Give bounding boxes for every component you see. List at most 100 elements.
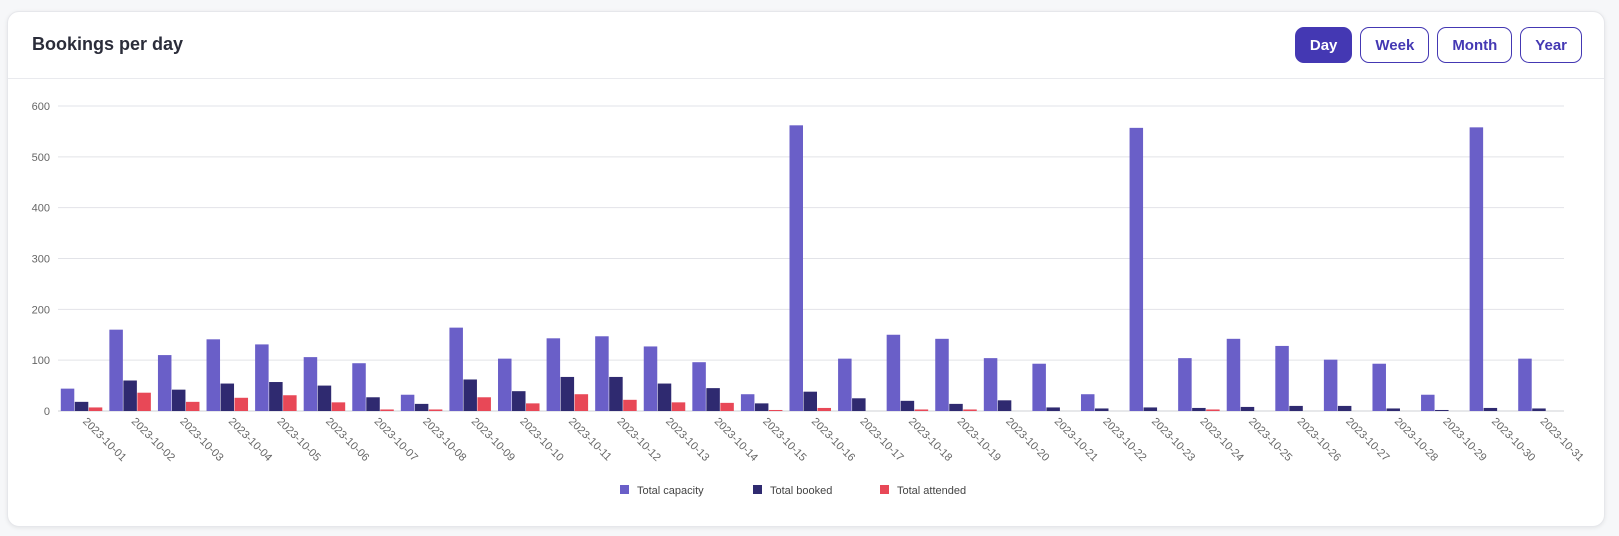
bar-attended[interactable] bbox=[234, 397, 249, 411]
bar-capacity[interactable] bbox=[1421, 394, 1435, 411]
bar-capacity[interactable] bbox=[1372, 363, 1386, 411]
bar-booked[interactable] bbox=[949, 403, 963, 411]
bar-capacity[interactable] bbox=[1323, 359, 1338, 411]
bar-capacity[interactable] bbox=[595, 336, 609, 411]
bar-attended[interactable] bbox=[137, 392, 151, 411]
x-tick-label: 2023-10-26 bbox=[1295, 416, 1343, 464]
y-tick-label: 500 bbox=[32, 152, 50, 164]
bar-booked[interactable] bbox=[1143, 407, 1158, 411]
bar-capacity[interactable] bbox=[449, 327, 463, 411]
bar-attended[interactable] bbox=[380, 409, 394, 411]
x-tick-label: 2023-10-29 bbox=[1440, 416, 1488, 464]
legend-label-capacity[interactable]: Total capacity bbox=[637, 485, 704, 497]
bar-booked[interactable] bbox=[512, 391, 526, 411]
y-tick-label: 600 bbox=[32, 101, 50, 113]
range-day-button[interactable]: Day bbox=[1294, 27, 1353, 63]
bar-booked[interactable] bbox=[317, 385, 332, 411]
bar-capacity[interactable] bbox=[1518, 358, 1532, 411]
x-tick-label: 2023-10-12 bbox=[615, 416, 663, 464]
bar-booked[interactable] bbox=[463, 379, 477, 411]
bar-attended[interactable] bbox=[963, 409, 977, 411]
bar-attended[interactable] bbox=[88, 407, 103, 411]
bar-capacity[interactable] bbox=[789, 125, 804, 412]
bar-booked[interactable] bbox=[269, 382, 283, 411]
legend-label-booked[interactable]: Total booked bbox=[770, 485, 832, 497]
bar-capacity[interactable] bbox=[886, 334, 901, 411]
x-tick-label: 2023-10-08 bbox=[420, 416, 468, 464]
bar-capacity[interactable] bbox=[838, 358, 852, 411]
bar-attended[interactable] bbox=[283, 395, 297, 411]
bar-capacity[interactable] bbox=[303, 357, 318, 411]
bar-booked[interactable] bbox=[1192, 407, 1206, 411]
bar-attended[interactable] bbox=[428, 409, 443, 411]
bar-capacity[interactable] bbox=[1178, 358, 1192, 411]
bar-booked[interactable] bbox=[366, 397, 380, 411]
bar-booked[interactable] bbox=[706, 388, 720, 411]
bar-capacity[interactable] bbox=[157, 355, 172, 411]
bar-capacity[interactable] bbox=[400, 394, 415, 411]
bar-booked[interactable] bbox=[560, 376, 575, 411]
x-tick-label: 2023-10-15 bbox=[760, 416, 808, 464]
bar-capacity[interactable] bbox=[109, 329, 123, 411]
bar-capacity[interactable] bbox=[60, 388, 75, 411]
bar-attended[interactable] bbox=[477, 397, 491, 411]
range-month-button[interactable]: Month bbox=[1437, 27, 1513, 63]
bar-booked[interactable] bbox=[1435, 409, 1449, 411]
bar-booked[interactable] bbox=[220, 383, 235, 411]
bar-attended[interactable] bbox=[768, 409, 783, 411]
bar-attended[interactable] bbox=[1206, 409, 1220, 411]
bar-capacity[interactable] bbox=[983, 358, 998, 411]
bar-booked[interactable] bbox=[74, 401, 89, 411]
range-week-button[interactable]: Week bbox=[1360, 27, 1430, 63]
bar-attended[interactable] bbox=[526, 403, 540, 411]
bar-capacity[interactable] bbox=[255, 344, 269, 411]
bar-booked[interactable] bbox=[609, 376, 623, 411]
bar-capacity[interactable] bbox=[1275, 345, 1289, 411]
bar-capacity[interactable] bbox=[692, 362, 706, 411]
bar-attended[interactable] bbox=[185, 401, 200, 411]
bar-capacity[interactable] bbox=[546, 338, 561, 411]
legend-swatch-capacity bbox=[620, 485, 629, 494]
x-tick-label: 2023-10-13 bbox=[663, 416, 711, 464]
bar-booked[interactable] bbox=[123, 380, 137, 412]
bar-booked[interactable] bbox=[803, 391, 818, 411]
bar-attended[interactable] bbox=[817, 407, 832, 411]
bar-booked[interactable] bbox=[997, 400, 1012, 411]
bar-attended[interactable] bbox=[720, 402, 734, 411]
bar-booked[interactable] bbox=[1532, 408, 1546, 411]
bar-booked[interactable] bbox=[1094, 408, 1109, 411]
bar-attended[interactable] bbox=[623, 399, 637, 411]
bar-capacity[interactable] bbox=[1469, 127, 1484, 411]
bar-attended[interactable] bbox=[671, 402, 686, 411]
bar-booked[interactable] bbox=[1483, 407, 1498, 411]
bar-booked[interactable] bbox=[1386, 408, 1400, 411]
bar-booked[interactable] bbox=[171, 389, 186, 411]
bar-capacity[interactable] bbox=[935, 338, 949, 411]
bar-attended[interactable] bbox=[331, 402, 346, 411]
bar-booked[interactable] bbox=[1046, 407, 1060, 411]
bar-booked[interactable] bbox=[657, 383, 672, 411]
bar-booked[interactable] bbox=[754, 403, 769, 411]
bar-booked[interactable] bbox=[852, 398, 866, 411]
bar-booked[interactable] bbox=[414, 403, 429, 411]
legend-swatch-booked bbox=[753, 485, 762, 494]
bar-capacity[interactable] bbox=[498, 358, 512, 411]
bar-capacity[interactable] bbox=[1226, 338, 1241, 411]
bar-capacity[interactable] bbox=[206, 339, 221, 411]
bar-attended[interactable] bbox=[914, 409, 929, 411]
bar-capacity[interactable] bbox=[643, 346, 658, 411]
x-tick-label: 2023-10-18 bbox=[906, 416, 954, 464]
bar-booked[interactable] bbox=[1289, 405, 1303, 411]
bar-capacity[interactable] bbox=[740, 394, 755, 411]
bar-booked[interactable] bbox=[900, 400, 915, 411]
range-year-button[interactable]: Year bbox=[1520, 27, 1582, 63]
bar-capacity[interactable] bbox=[352, 363, 366, 411]
bar-capacity[interactable] bbox=[1080, 394, 1095, 411]
bar-booked[interactable] bbox=[1337, 405, 1352, 411]
bar-capacity[interactable] bbox=[1129, 127, 1144, 411]
bar-attended[interactable] bbox=[574, 394, 589, 411]
y-tick-label: 400 bbox=[32, 203, 50, 215]
bar-booked[interactable] bbox=[1240, 406, 1255, 411]
legend-label-attended[interactable]: Total attended bbox=[897, 485, 966, 497]
bar-capacity[interactable] bbox=[1032, 363, 1046, 411]
